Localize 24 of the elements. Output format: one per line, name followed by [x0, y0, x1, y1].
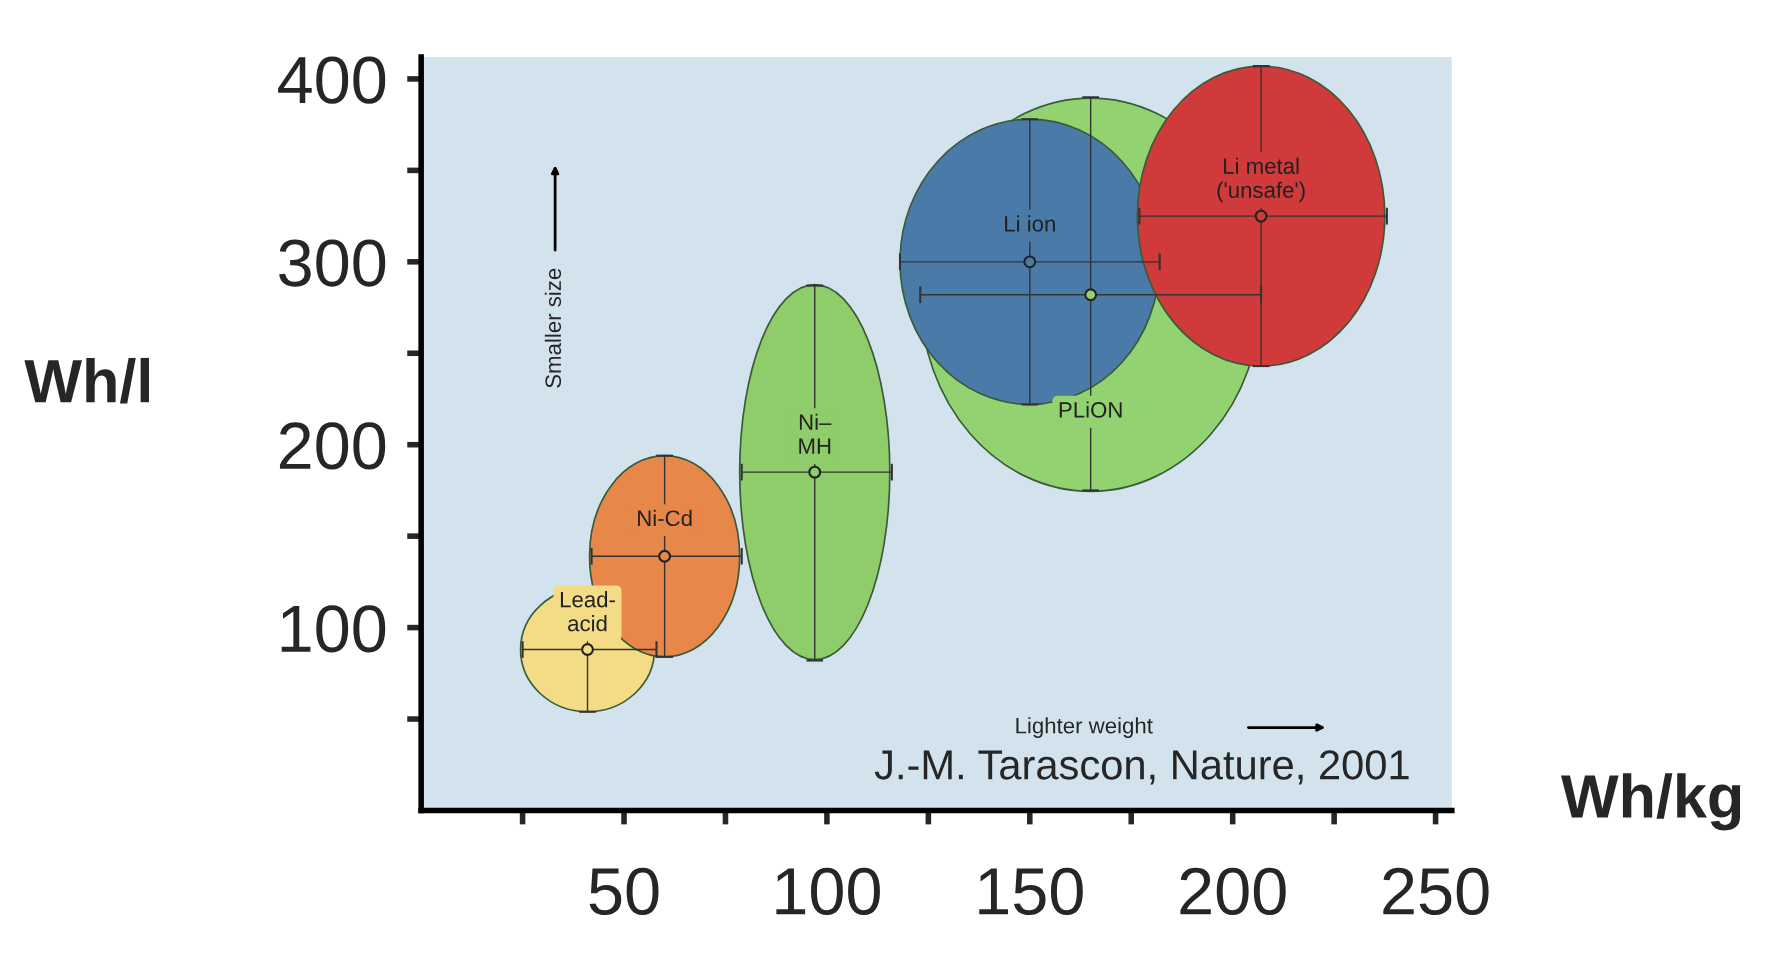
series-label: Li ion [1005, 215, 1055, 232]
x-tick-label: 100 [776, 867, 880, 915]
y-tick-label: 300 [279, 239, 386, 287]
point [658, 549, 672, 563]
y-axis-title: Wh/l [24, 357, 150, 404]
text: PLiON [1059, 401, 1122, 418]
series-label: Ni-Cd [638, 509, 692, 527]
x-tick-label: 200 [1180, 867, 1286, 915]
series-label: Li metal ('unsafe') [1217, 157, 1305, 203]
y-tick-label: 200 [279, 422, 386, 470]
annotation: Lighter weight [1016, 717, 1153, 738]
y-tick-label: 400 [278, 56, 386, 104]
point [1254, 209, 1268, 223]
point [1084, 288, 1098, 302]
point [808, 465, 822, 479]
x-tick-label: 150 [979, 867, 1083, 915]
annotation: Smaller size [544, 268, 562, 388]
x-axis-title: Wh/kg [1561, 773, 1741, 831]
y-tick-label: 100 [281, 605, 386, 653]
x-tick-label: 50 [589, 867, 659, 915]
series-label: Lead- acid [560, 591, 615, 632]
annotation: J.-M. Tarascon, Nature, 2001 [874, 750, 1409, 785]
x-tick-label: 250 [1383, 867, 1489, 915]
series-label: Ni– MH [799, 413, 832, 454]
